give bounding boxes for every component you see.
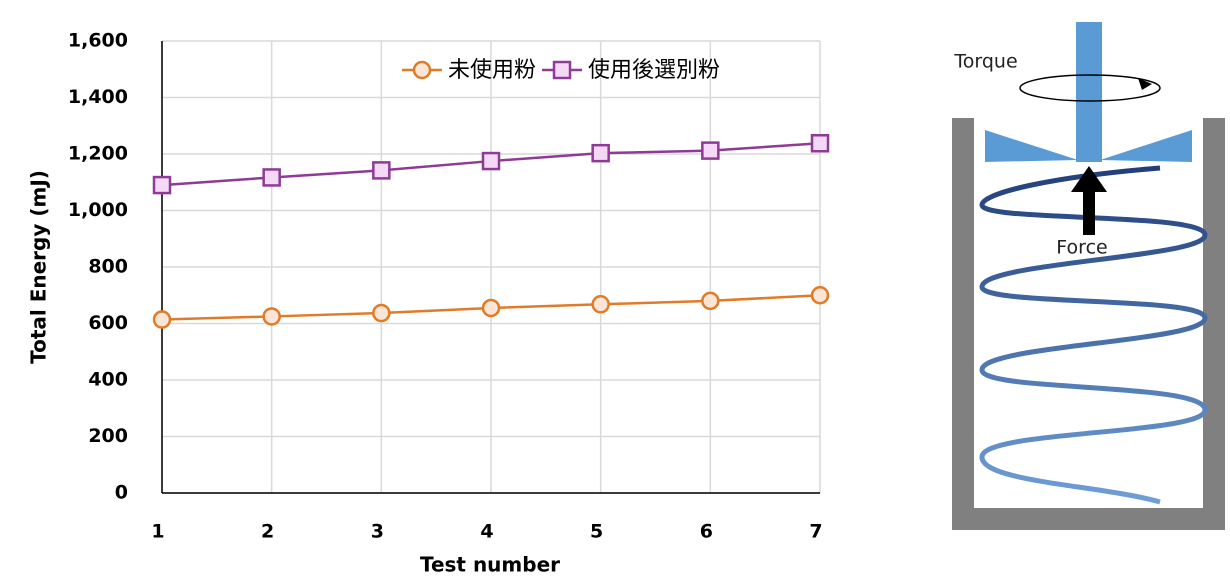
marker [152, 175, 172, 195]
container-wall [952, 118, 974, 530]
torque-arrowhead [1138, 78, 1152, 90]
y-tick-label: 1,600 [68, 30, 128, 52]
x-tick-label: 5 [590, 521, 603, 543]
chart: 0 200 400 600 800 1,000 1,200 1,400 1,600 1 2 3 4 5 6 7… [68, 30, 830, 543]
marker [701, 291, 720, 311]
marker [372, 161, 391, 180]
y-tick-label: 0 [115, 482, 128, 504]
x-tick-label: 7 [809, 521, 822, 543]
y-tick-label: 600 [88, 312, 128, 334]
y-tick-label: 200 [88, 425, 128, 447]
torque-label: Torque [953, 51, 1017, 73]
shaft [1076, 22, 1102, 162]
y-tick-label: 1,200 [68, 143, 128, 165]
x-tick-label: 3 [371, 521, 384, 543]
legend-label: 使用後選別粉 [588, 58, 720, 83]
y-tick-label: 1,400 [68, 86, 128, 108]
marker [372, 303, 391, 323]
x-tick-label: 1 [151, 521, 164, 543]
torque-ellipse [1019, 74, 1161, 102]
marker [701, 141, 720, 160]
diagram: Torque Force [952, 22, 1225, 530]
container-wall [1203, 118, 1225, 530]
marker [481, 298, 501, 318]
y-tick-label: 400 [88, 369, 128, 391]
marker [810, 134, 830, 153]
x-tick-label: 6 [700, 521, 713, 543]
y-axis-label: Total Energy (mJ) [27, 170, 51, 364]
force-label: Force [1056, 237, 1107, 259]
legend-label: 未使用粉 [448, 58, 536, 83]
blade [1100, 130, 1192, 162]
marker [152, 310, 172, 329]
marker [810, 286, 830, 305]
y-tick-label: 800 [88, 256, 128, 278]
x-tick-label: 4 [480, 521, 493, 543]
force-arrow [1083, 190, 1095, 235]
blade [985, 130, 1078, 162]
marker [552, 60, 572, 80]
marker [591, 143, 610, 163]
marker [262, 307, 281, 326]
force-arrowhead [1071, 166, 1107, 192]
marker [591, 295, 610, 314]
x-tick-label: 2 [261, 521, 274, 543]
marker [412, 60, 432, 80]
marker [481, 151, 501, 171]
blade-path [979, 165, 1208, 505]
marker [262, 168, 281, 187]
container-bottom [952, 508, 1225, 530]
x-axis-label: Test number [420, 553, 560, 577]
y-tick-label: 1,000 [68, 199, 128, 221]
